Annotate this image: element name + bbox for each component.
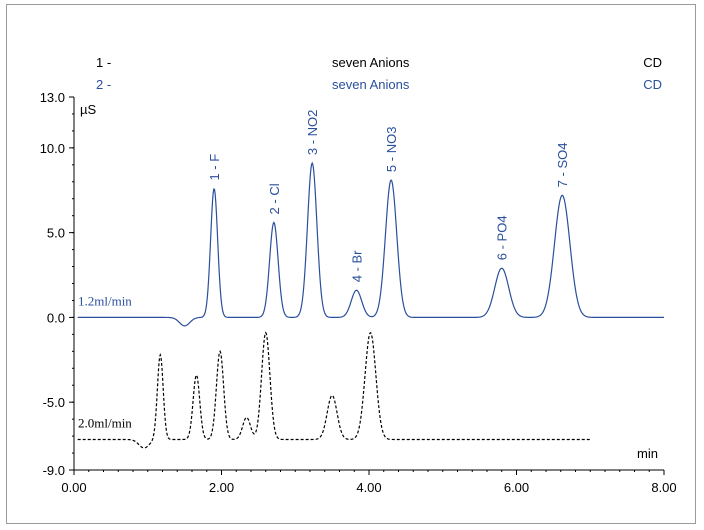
peak-label: 2 - Cl <box>267 183 282 214</box>
peak-label: 6 - PO4 <box>495 215 510 260</box>
peak-label: 1 - F <box>207 154 222 181</box>
y-tick-label: -5.0 <box>43 395 65 410</box>
x-tick-label: 4.00 <box>356 480 381 495</box>
header-row-1-number: 1 - <box>96 55 111 70</box>
peak-labels: 1 - F 2 - Cl 3 - NO2 4 - Br 5 - NO3 6 - PO4 7 … <box>207 110 570 283</box>
x-tick-label: 0.00 <box>61 480 86 495</box>
y-axis-label: µS <box>80 102 96 117</box>
series-name-label: 2.0ml/min <box>78 415 132 430</box>
chart-axes <box>73 97 664 471</box>
x-tick-label: 2.00 <box>209 480 234 495</box>
series-labels: 1.2ml/min 2.0ml/min <box>78 293 132 430</box>
chart-frame <box>6 4 696 524</box>
series-line-2 <box>77 331 591 449</box>
header-row-1-name: seven Anions <box>332 55 410 70</box>
x-tick-label: 6.00 <box>504 480 529 495</box>
x-axis-label: min <box>637 446 658 461</box>
header-row-1-detector: CD <box>643 55 662 70</box>
y-tick-label: 13.0 <box>40 90 65 105</box>
y-tick-label: -9.0 <box>43 463 65 478</box>
chart-series <box>77 161 664 449</box>
peak-label: 3 - NO2 <box>305 110 320 156</box>
peak-label: 4 - Br <box>349 250 364 282</box>
series-name-label: 1.2ml/min <box>78 293 132 308</box>
chart-ticks: 13.0 10.0 5.0 0.0 -5.0 -9.0 0.00 2.00 4.00 6.00 8.… <box>40 90 677 495</box>
header-row-2-name: seven Anions <box>332 77 410 92</box>
header-row-2-detector: CD <box>643 77 662 92</box>
series-line-1 <box>77 161 664 327</box>
peak-label: 7 - SO4 <box>555 143 570 188</box>
y-tick-label: 0.0 <box>47 310 65 325</box>
y-tick-label: 5.0 <box>47 226 65 241</box>
y-tick-label: 10.0 <box>40 141 65 156</box>
x-tick-label: 8.00 <box>651 480 676 495</box>
chart-header: 1 - seven Anions CD 2 - seven Anions CD <box>96 55 662 92</box>
peak-label: 5 - NO3 <box>384 127 399 173</box>
header-row-2-number: 2 - <box>96 77 111 92</box>
